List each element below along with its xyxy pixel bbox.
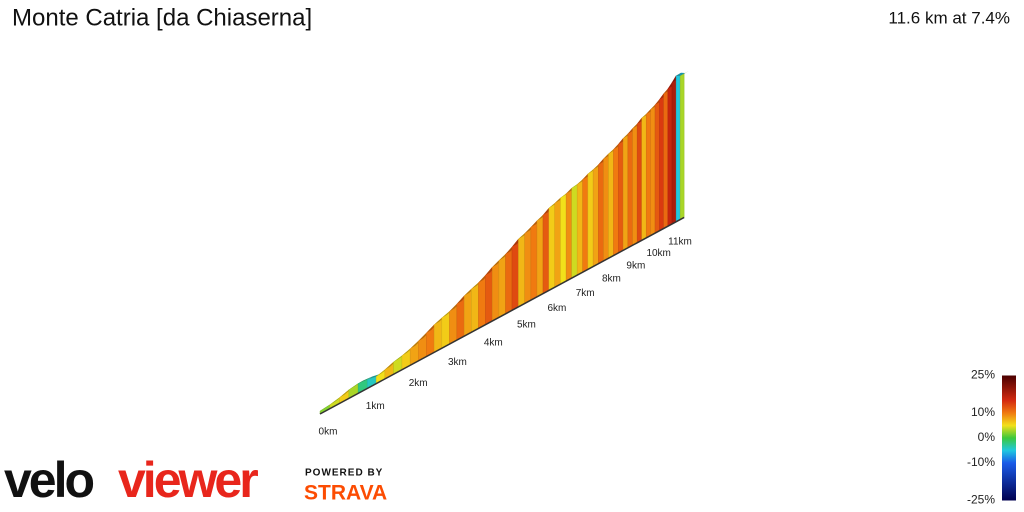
segment-front bbox=[663, 88, 669, 229]
x-tick-label: 11km bbox=[668, 237, 692, 248]
segment-front bbox=[449, 303, 458, 345]
colorbar-label: -10% bbox=[967, 455, 995, 469]
segment-front bbox=[636, 117, 642, 244]
chart-subtitle: 11.6 km at 7.4% bbox=[888, 8, 1010, 27]
x-tick-label: 10km bbox=[646, 248, 670, 259]
strava-logo: STRAVA bbox=[304, 482, 387, 505]
segment-front bbox=[667, 81, 673, 227]
segment-top bbox=[367, 373, 382, 380]
chart-title: Monte Catria [da Chiaserna] bbox=[12, 4, 312, 31]
segment-front bbox=[608, 149, 614, 259]
segment-front bbox=[650, 104, 656, 236]
colorbar-label: -25% bbox=[967, 493, 995, 507]
x-tick-label: 3km bbox=[448, 357, 467, 368]
segment-front bbox=[565, 187, 572, 282]
x-tick-label: 6km bbox=[547, 303, 566, 314]
logo-velo: velo bbox=[4, 452, 94, 508]
segment-front bbox=[632, 123, 638, 246]
segment-front bbox=[627, 128, 633, 249]
segment-front bbox=[498, 253, 506, 318]
colorbar bbox=[1002, 375, 1016, 501]
segment-front bbox=[530, 220, 538, 301]
segment-front bbox=[456, 295, 465, 341]
segment-front bbox=[671, 74, 677, 225]
segment-front bbox=[524, 226, 532, 304]
segment-front bbox=[675, 75, 681, 223]
x-tick-label: 0km bbox=[319, 427, 338, 438]
colorbar-label: 0% bbox=[978, 430, 996, 444]
segment-front bbox=[491, 260, 500, 322]
segment-front bbox=[603, 153, 609, 262]
segment-front bbox=[463, 288, 472, 337]
segment-front bbox=[659, 93, 664, 232]
segment-top bbox=[676, 72, 686, 76]
segment-front bbox=[471, 282, 479, 333]
segment-front bbox=[536, 214, 544, 298]
segment-front bbox=[542, 207, 550, 294]
colorbar-label: 10% bbox=[971, 405, 995, 419]
segment-front bbox=[654, 99, 660, 234]
segment-front bbox=[518, 233, 525, 308]
segment-top bbox=[358, 376, 373, 384]
segment-front bbox=[548, 202, 555, 291]
segment-front bbox=[613, 143, 619, 256]
x-tick-label: 5km bbox=[517, 320, 536, 331]
x-tick-label: 7km bbox=[576, 288, 595, 299]
segment-front bbox=[582, 173, 589, 273]
segment-front bbox=[571, 183, 578, 279]
segment-front bbox=[598, 158, 604, 265]
segment-front bbox=[511, 238, 519, 311]
profile bbox=[319, 70, 690, 415]
segment-front bbox=[478, 274, 486, 329]
segment-front bbox=[641, 113, 647, 241]
segment-front bbox=[618, 137, 624, 254]
segment-front bbox=[622, 133, 629, 251]
segment-front bbox=[560, 193, 567, 285]
segment-front bbox=[576, 179, 583, 276]
x-tick-label: 8km bbox=[602, 274, 621, 285]
x-tick-label: 4km bbox=[484, 337, 503, 348]
x-tick-label: 2km bbox=[409, 378, 428, 389]
segment-front bbox=[505, 246, 513, 315]
logo-viewer: viewer bbox=[118, 452, 258, 508]
segment-top bbox=[680, 70, 690, 76]
x-tick-label: 9km bbox=[626, 260, 645, 271]
segment-front bbox=[646, 108, 651, 239]
segment-front bbox=[679, 73, 685, 220]
segment-front bbox=[554, 197, 561, 288]
x-tick-label: 1km bbox=[366, 401, 385, 412]
segment-front bbox=[587, 169, 594, 270]
segment-front bbox=[433, 317, 443, 353]
segment-front bbox=[592, 164, 599, 267]
base-line bbox=[319, 216, 685, 415]
powered-by: POWERED BY bbox=[305, 468, 383, 479]
segment-front bbox=[485, 266, 493, 326]
colorbar-label: 25% bbox=[971, 368, 995, 382]
